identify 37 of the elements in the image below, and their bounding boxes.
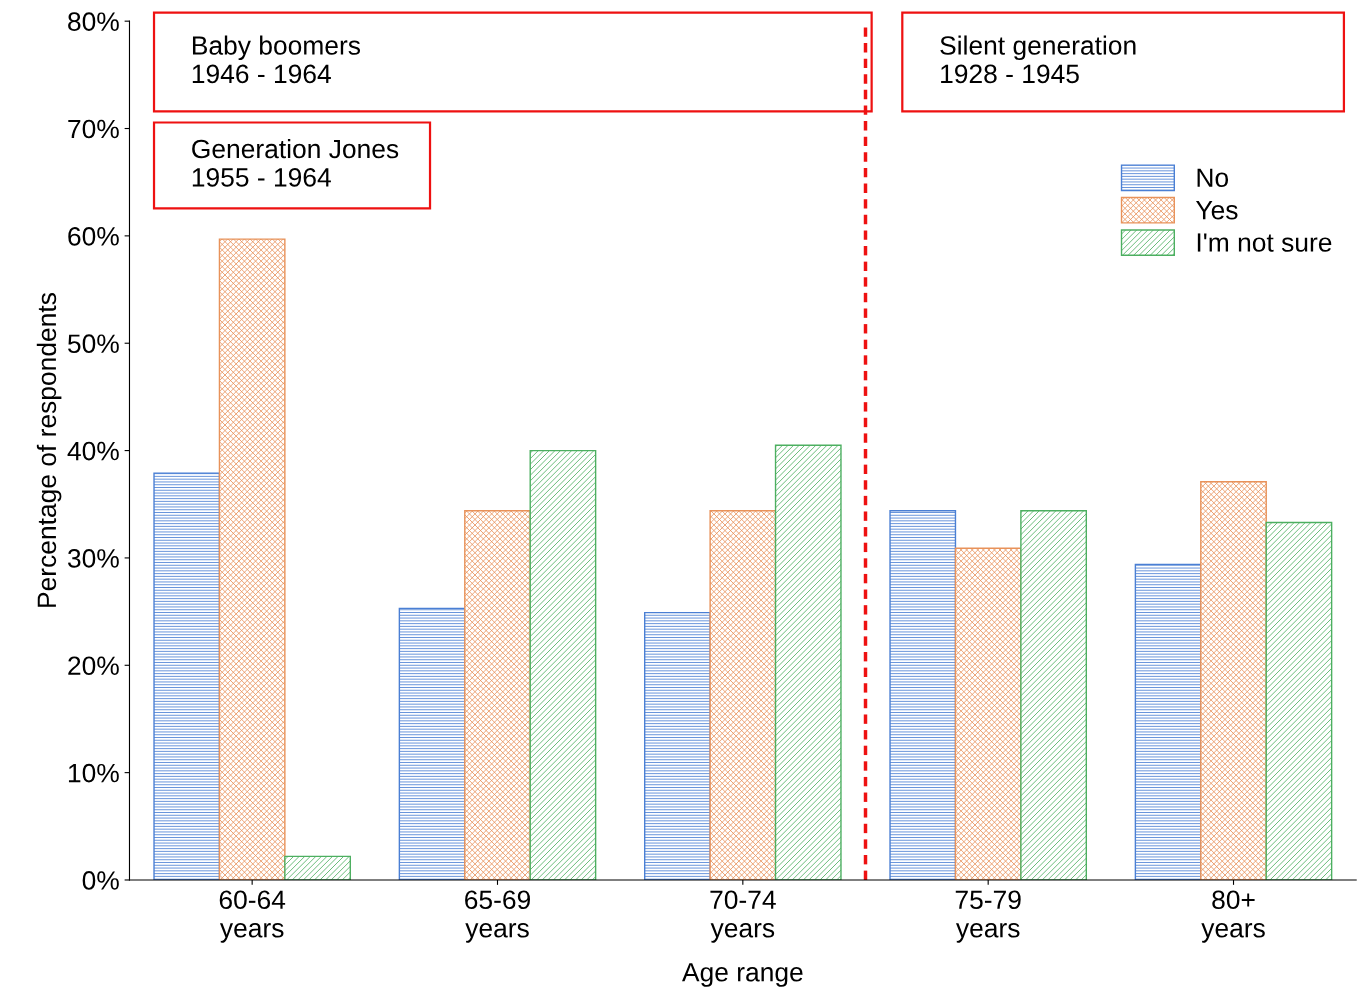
bar <box>644 611 711 880</box>
bar <box>1200 481 1267 880</box>
y-tick-label: 30% <box>67 549 119 568</box>
x-axis-title: Age range <box>682 963 803 987</box>
x-tick-label: 70-74 years <box>710 890 776 943</box>
bar <box>153 472 221 880</box>
bar <box>284 855 351 880</box>
bar <box>1265 521 1333 880</box>
x-tick-label: 65-69 years <box>465 890 530 943</box>
bar <box>954 547 1022 880</box>
bar <box>218 238 286 880</box>
annotation: Generation Jones 1955 - 1964 <box>192 138 399 187</box>
x-tick-label: 60-64 years <box>219 890 286 943</box>
legend-label: Yes <box>1195 201 1238 220</box>
x-tick-label: 75-79 years <box>955 890 1021 943</box>
bar <box>709 509 777 880</box>
legend-label: No <box>1197 168 1229 188</box>
legend-label: I'm not sure <box>1197 233 1332 252</box>
y-axis-title: Percentage of respondents <box>36 293 62 607</box>
annotation: Baby boomers 1946 - 1964 <box>192 35 361 84</box>
bar <box>398 607 466 880</box>
bar <box>889 509 957 880</box>
x-tick-label: 80+ years <box>1201 890 1265 943</box>
bar <box>1134 563 1202 880</box>
y-tick-label: 40% <box>67 441 119 461</box>
y-tick-label: 0% <box>82 871 119 890</box>
y-tick-label: 80% <box>68 12 119 31</box>
bar <box>529 449 597 880</box>
y-tick-label: 50% <box>68 334 119 354</box>
annotation: Silent generation 1928 - 1945 <box>940 35 1136 84</box>
bar <box>464 509 531 880</box>
y-tick-label: 60% <box>68 227 119 246</box>
bar <box>774 444 842 880</box>
y-tick-label: 20% <box>68 656 119 676</box>
y-tick-label: 10% <box>68 763 119 783</box>
y-tick-label: 70% <box>68 119 119 139</box>
bar <box>1020 509 1088 880</box>
